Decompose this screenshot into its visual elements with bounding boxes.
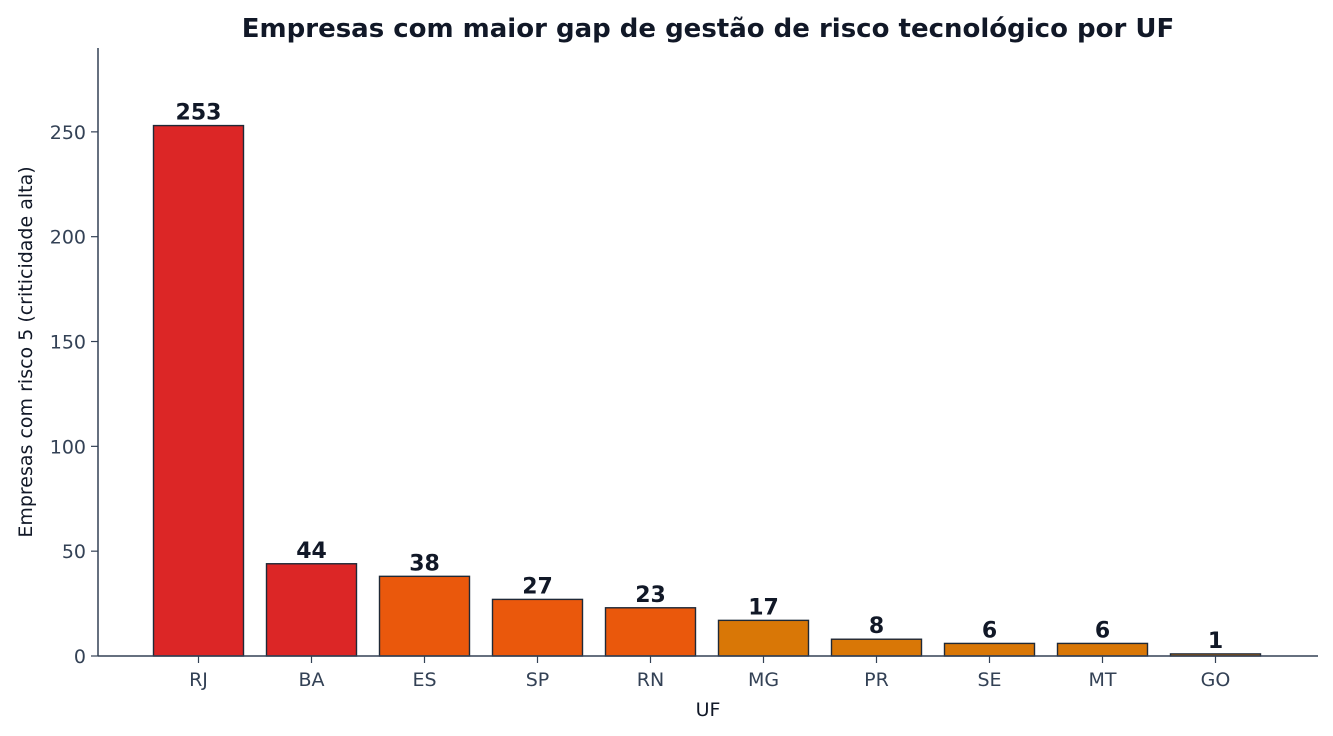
bar-mt [1056,642,1149,657]
y-axis-label: Empresas com risco 5 (criticidade alta) [15,166,37,537]
data-labels-group: 253 44 38 27 23 17 8 6 6 1 [176,101,1224,654]
bar-ba [265,563,358,657]
bar-rj [152,124,245,657]
x-tick-label-se: SE [977,669,1001,691]
x-tick-label-sp: SP [526,669,550,691]
data-label-sp: 27 [522,574,553,599]
x-tick-label-rj: RJ [189,669,208,691]
data-label-es: 38 [409,551,440,576]
data-label-mg: 17 [748,595,779,620]
x-tick-label-mg: MG [748,669,779,691]
x-tick-label-ba: BA [298,669,324,691]
x-tick-label-pr: PR [864,669,889,691]
bar-se [943,642,1036,657]
bar-es [378,575,471,657]
data-label-ba: 44 [296,539,327,564]
y-tick-label: 100 [50,436,86,458]
bar-sp [491,598,584,657]
plot-area: 253 44 38 27 23 17 8 6 6 1 0 50 100 150 200 250 RJ BA ES… [50,48,1318,691]
data-label-mt: 6 [1095,618,1110,643]
data-label-rj: 253 [176,101,222,126]
x-tick-label-mt: MT [1089,669,1117,691]
y-tick-label: 0 [74,646,86,668]
x-tick-label-es: ES [412,669,436,691]
data-label-go: 1 [1208,629,1223,654]
data-label-rn: 23 [635,583,666,608]
x-axis-ticks: RJ BA ES SP RN MG PR SE MT GO [189,656,1230,691]
chart-title: Empresas com maior gap de gestão de risc… [242,14,1174,44]
bar-pr [830,638,923,657]
data-label-pr: 8 [869,614,884,639]
bar-mg [717,619,810,657]
x-tick-label-rn: RN [637,669,664,691]
bar-rn [604,607,697,657]
x-axis-label: UF [696,699,721,721]
x-tick-label-go: GO [1201,669,1231,691]
y-tick-label: 250 [50,122,86,144]
y-tick-label: 50 [62,541,86,563]
y-axis-ticks: 0 50 100 150 200 250 [50,122,98,668]
data-label-se: 6 [982,618,997,643]
bars-group [152,124,1262,657]
y-tick-label: 200 [50,227,86,249]
y-tick-label: 150 [50,332,86,354]
